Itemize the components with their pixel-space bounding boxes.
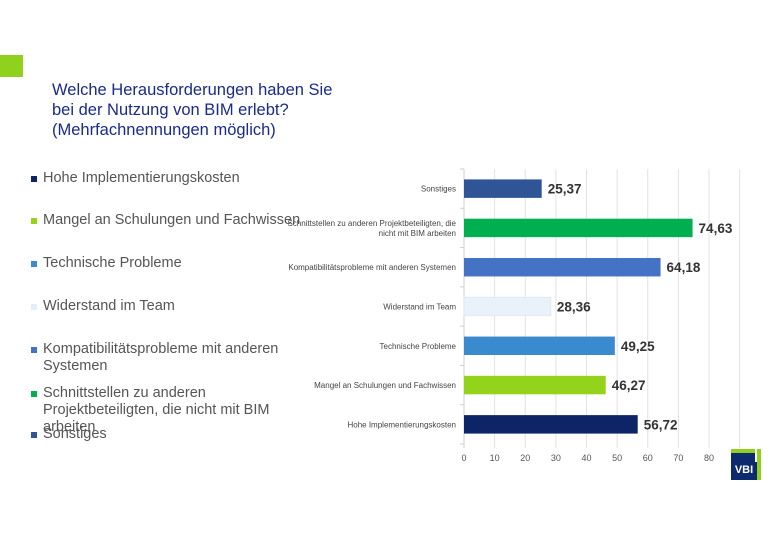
legend-label: Hohe Implementierungskosten (43, 170, 240, 186)
legend-item: Hohe Implementierungskosten (31, 170, 321, 187)
tick-label: 40 (581, 453, 591, 463)
title-line-3: (Mehrfachnennungen möglich) (52, 121, 276, 139)
tick-label: 70 (673, 453, 683, 463)
legend-label: Mangel an Schulungen und Fachwissen (43, 212, 301, 228)
value-label: 56,72 (644, 417, 678, 432)
value-label: 25,37 (548, 182, 582, 197)
legend-swatch (31, 432, 37, 438)
value-labels: 25,37 74,63 64,18 28,36 49,25 46,27 56,72 (548, 182, 733, 433)
legend-swatch (31, 391, 37, 397)
value-label: 46,27 (612, 378, 646, 393)
tick-label: 10 (490, 453, 500, 463)
legend-swatch (31, 218, 37, 224)
category-label: nicht mit BIM arbeiten (379, 229, 456, 238)
bars (463, 179, 693, 434)
value-label: 74,63 (699, 221, 733, 236)
bar (464, 415, 638, 434)
legend-label: Widerstand im Team (43, 298, 175, 314)
category-label: Widerstand im Team (383, 303, 456, 312)
bar (464, 179, 542, 198)
legend-item: Schnittstellen zu anderen Projektbeteili… (31, 385, 311, 436)
legend-label: Technische Probleme (43, 255, 182, 271)
category-label: Schnittstellen zu anderen Projektbeteili… (287, 219, 456, 228)
category-label: Hohe Implementierungskosten (347, 420, 456, 429)
title-line-2: bei der Nutzung von BIM erlebt? (52, 101, 289, 119)
category-label: Mangel an Schulungen und Fachwissen (314, 381, 456, 390)
legend-item: Mangel an Schulungen und Fachwissen (31, 212, 321, 229)
vbi-logo: VBI (731, 449, 761, 480)
category-label: Technische Probleme (380, 342, 457, 351)
title-line-1: Welche Herausforderungen haben Sie (52, 81, 333, 99)
bar (464, 375, 606, 395)
bar (463, 296, 552, 317)
vbi-logo-text: VBI (731, 453, 757, 480)
legend-label: Schnittstellen zu anderen Projektbeteili… (43, 385, 270, 435)
tick-label: 20 (520, 453, 530, 463)
legend-item: Sonstiges (31, 426, 321, 443)
tick-label: 0 (461, 453, 466, 463)
x-axis-ticks: 0 10 20 30 40 50 60 70 80 (461, 453, 714, 463)
legend-item: Technische Probleme (31, 255, 321, 272)
tick-label: 60 (643, 453, 653, 463)
tick-label: 50 (612, 453, 622, 463)
vbi-logo-mark (755, 449, 757, 462)
tick-label: 30 (551, 453, 561, 463)
category-label: Sonstiges (421, 185, 456, 194)
legend-swatch (31, 176, 37, 182)
value-label: 64,18 (667, 260, 701, 275)
legend-item: Kompatibilitätsprobleme mit anderen Syst… (31, 341, 281, 375)
tick-label: 80 (704, 453, 714, 463)
chart-title: Welche Herausforderungen haben Sie bei d… (52, 80, 352, 140)
value-label: 49,25 (621, 339, 655, 354)
bar (464, 257, 661, 277)
bar (464, 336, 615, 356)
legend-swatch (31, 347, 37, 353)
legend-swatch (31, 304, 37, 310)
category-labels: Sonstiges Schnittstellen zu anderen Proje… (287, 185, 456, 430)
legend-item: Widerstand im Team (31, 298, 321, 315)
bar (464, 218, 693, 238)
accent-square (0, 55, 23, 77)
value-label: 28,36 (557, 300, 591, 315)
legend-label: Sonstiges (43, 426, 107, 442)
category-label: Kompatibilitätsprobleme mit anderen Syst… (288, 263, 456, 272)
legend-swatch (31, 261, 37, 267)
legend-label: Kompatibilitätsprobleme mit anderen Syst… (43, 341, 279, 374)
